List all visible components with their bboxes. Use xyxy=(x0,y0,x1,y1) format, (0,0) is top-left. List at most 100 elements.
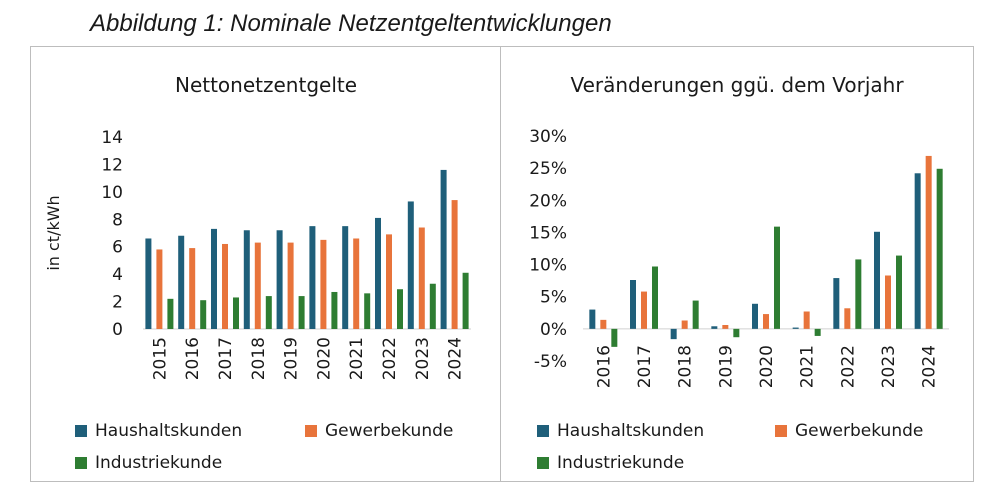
x-tick-label: 2016 xyxy=(183,337,203,380)
y-tick-label: 0% xyxy=(540,320,567,340)
legend-label: Gewerbekunde xyxy=(795,421,924,441)
x-tick-label: 2019 xyxy=(282,337,302,380)
chart-title: Nettonetzentgelte xyxy=(174,73,358,97)
y-tick-label: 4 xyxy=(112,265,123,285)
legend-item-industriekunde: Industriekunde xyxy=(537,453,684,473)
legend-item-haushaltskunden: Haushaltskunden xyxy=(537,421,704,441)
bar-industriekunde-2017 xyxy=(233,297,239,329)
bar-industriekunde-2016 xyxy=(200,300,207,329)
y-tick-label: 15% xyxy=(529,223,567,243)
y-tick-label: 6 xyxy=(112,238,123,258)
bar-haushaltskunden-2021 xyxy=(792,327,799,329)
x-tick-label: 2021 xyxy=(798,345,818,388)
bar-gewerbekunde-2019 xyxy=(287,242,294,329)
legend-item-gewerbekunde: Gewerbekunde xyxy=(305,421,453,441)
x-tick-label: 2023 xyxy=(413,337,433,380)
chart-panel-netzentgelte: Nettonetzentgelte 0 2 4 6 8 10 12 14 in ct/kWh 20… xyxy=(30,46,502,482)
bar-industriekunde-2021 xyxy=(364,293,371,329)
x-tick-label: 2022 xyxy=(380,337,400,380)
chart-title: Veränderungen ggü. dem Vorjahr xyxy=(570,73,904,97)
legend-label: Industriekunde xyxy=(95,453,223,473)
bar-gewerbekunde-2022 xyxy=(386,234,392,329)
bar-haushaltskunden-2024 xyxy=(914,173,921,329)
y-axis-label: in ct/kWh xyxy=(44,195,63,270)
bar-industriekunde-2024 xyxy=(936,168,943,329)
bar-haushaltskunden-2019 xyxy=(711,326,718,329)
bar-gewerbekunde-2018 xyxy=(254,242,261,329)
y-tick-label: 5% xyxy=(540,288,567,308)
bar-chart-veraenderungen: -5% 0% 5% 10% 15% 20% 25% 30% 2016 2017 2018 2019 20… xyxy=(529,127,949,388)
legend-swatch xyxy=(537,425,549,437)
legend-item-gewerbekunde: Gewerbekunde xyxy=(775,421,923,441)
y-tick-label: 10 xyxy=(101,183,123,203)
bar-gewerbekunde-2024 xyxy=(925,155,932,329)
bar-gewerbekunde-2023 xyxy=(418,227,425,329)
bar-industriekunde-2018 xyxy=(692,300,699,329)
y-tick-label: -5% xyxy=(534,352,567,372)
legend-swatch xyxy=(75,425,87,437)
bar-haushaltskunden-2018 xyxy=(670,328,677,340)
bar-industriekunde-2018 xyxy=(265,296,272,329)
legend-swatch xyxy=(775,425,787,437)
bar-haushaltskunden-2017 xyxy=(211,228,217,329)
legend-swatch xyxy=(305,425,317,437)
bar-industriekunde-2023 xyxy=(896,255,902,329)
bar-haushaltskunden-2021 xyxy=(342,226,349,329)
bar-haushaltskunden-2017 xyxy=(630,280,636,329)
legend-item-haushaltskunden: Haushaltskunden xyxy=(75,421,242,441)
bar-chart-netzentgelte: 0 2 4 6 8 10 12 14 in ct/kWh 2015 2016 2017 2018 2019… xyxy=(44,128,471,380)
bar-haushaltskunden-2020 xyxy=(752,303,758,329)
x-tick-label: 2018 xyxy=(676,345,696,388)
bar-gewerbekunde-2017 xyxy=(641,291,647,329)
bar-gewerbekunde-2021 xyxy=(803,311,810,329)
x-tick-label: 2016 xyxy=(594,345,614,388)
bar-gewerbekunde-2023 xyxy=(885,275,891,329)
bar-gewerbekunde-2022 xyxy=(844,308,851,329)
x-tick-label: 2020 xyxy=(757,345,777,388)
bar-gewerbekunde-2021 xyxy=(353,238,360,329)
bar-industriekunde-2020 xyxy=(331,291,338,329)
x-tick-label: 2019 xyxy=(716,345,736,388)
bar-industriekunde-2021 xyxy=(814,328,821,336)
x-tick-label: 2023 xyxy=(879,345,899,388)
bar-haushaltskunden-2022 xyxy=(375,217,381,329)
legend-label: Gewerbekunde xyxy=(325,421,454,441)
bar-industriekunde-2023 xyxy=(429,283,436,329)
legend-swatch xyxy=(537,457,549,469)
x-tick-label: 2017 xyxy=(216,337,236,380)
bar-gewerbekunde-2016 xyxy=(600,319,607,329)
legend-label: Haushaltskunden xyxy=(557,421,705,441)
bar-gewerbekunde-2024 xyxy=(451,200,458,329)
bar-haushaltskunden-2016 xyxy=(178,235,185,329)
y-tick-label: 25% xyxy=(529,159,567,179)
bar-gewerbekunde-2018 xyxy=(681,320,688,329)
figure-title: Abbildung 1: Nominale Netzentgeltentwick… xyxy=(90,10,612,37)
x-tick-label: 2024 xyxy=(446,337,466,380)
x-tick-label: 2015 xyxy=(150,337,170,380)
y-tick-label: 14 xyxy=(101,128,123,148)
x-tick-label: 2021 xyxy=(347,337,367,380)
legend-label: Haushaltskunden xyxy=(95,421,243,441)
x-tick-label: 2018 xyxy=(249,337,269,380)
x-tick-label: 2022 xyxy=(838,345,858,388)
bar-gewerbekunde-2020 xyxy=(320,239,327,329)
y-tick-label: 0 xyxy=(112,320,123,340)
bar-industriekunde-2019 xyxy=(298,296,305,329)
bar-industriekunde-2016 xyxy=(611,328,618,347)
legend-label: Industriekunde xyxy=(557,453,685,473)
bar-gewerbekunde-2015 xyxy=(156,249,163,329)
bar-haushaltskunden-2018 xyxy=(243,230,250,329)
y-tick-label: 20% xyxy=(529,191,567,211)
bar-haushaltskunden-2019 xyxy=(276,230,283,329)
bar-industriekunde-2015 xyxy=(167,298,174,329)
bar-industriekunde-2019 xyxy=(733,328,740,338)
bar-gewerbekunde-2019 xyxy=(722,325,729,329)
bar-gewerbekunde-2017 xyxy=(222,243,228,329)
y-tick-label: 10% xyxy=(529,256,567,276)
bar-industriekunde-2022 xyxy=(397,289,403,329)
bar-industriekunde-2017 xyxy=(652,266,658,329)
bar-industriekunde-2024 xyxy=(462,272,469,329)
bar-haushaltskunden-2022 xyxy=(833,278,840,329)
bar-industriekunde-2020 xyxy=(774,226,780,329)
y-tick-label: 30% xyxy=(529,127,567,147)
